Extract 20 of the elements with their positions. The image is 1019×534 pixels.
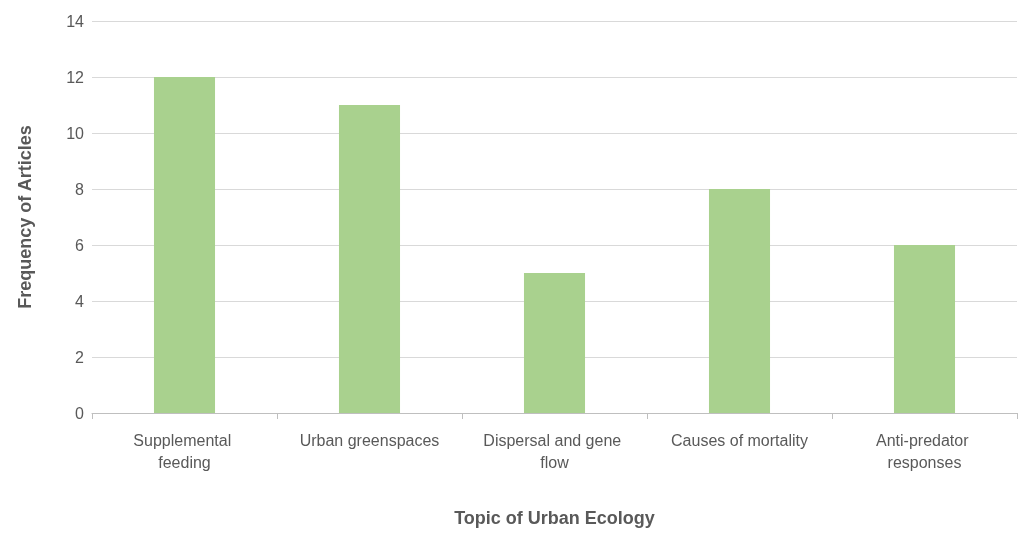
x-tick-label: Supplemental feeding: [133, 431, 236, 471]
x-tick-label: Dispersal and gene flow: [483, 431, 626, 471]
bar: [153, 77, 216, 413]
y-axis-title: Frequency of Articles: [15, 125, 35, 309]
y-tick-label: 2: [75, 348, 85, 366]
y-tick-label: 12: [66, 68, 85, 86]
bar: [708, 189, 771, 413]
x-tick-label: Causes of mortality: [671, 431, 808, 449]
y-tick-label: 14: [66, 12, 85, 30]
y-tick-label: 0: [75, 404, 85, 422]
x-tick-label: Urban greenspaces: [299, 431, 440, 449]
y-tick-label: 4: [75, 292, 85, 310]
y-tick-label: 6: [75, 236, 85, 254]
x-axis-title: Topic of Urban Ecology: [454, 508, 655, 528]
y-tick-label: 10: [66, 124, 85, 142]
x-tick-label: Anti-predator responses: [876, 431, 973, 471]
bar: [893, 245, 956, 413]
bar: [338, 105, 401, 413]
y-tick-label: 8: [75, 180, 85, 198]
bar: [523, 273, 586, 413]
